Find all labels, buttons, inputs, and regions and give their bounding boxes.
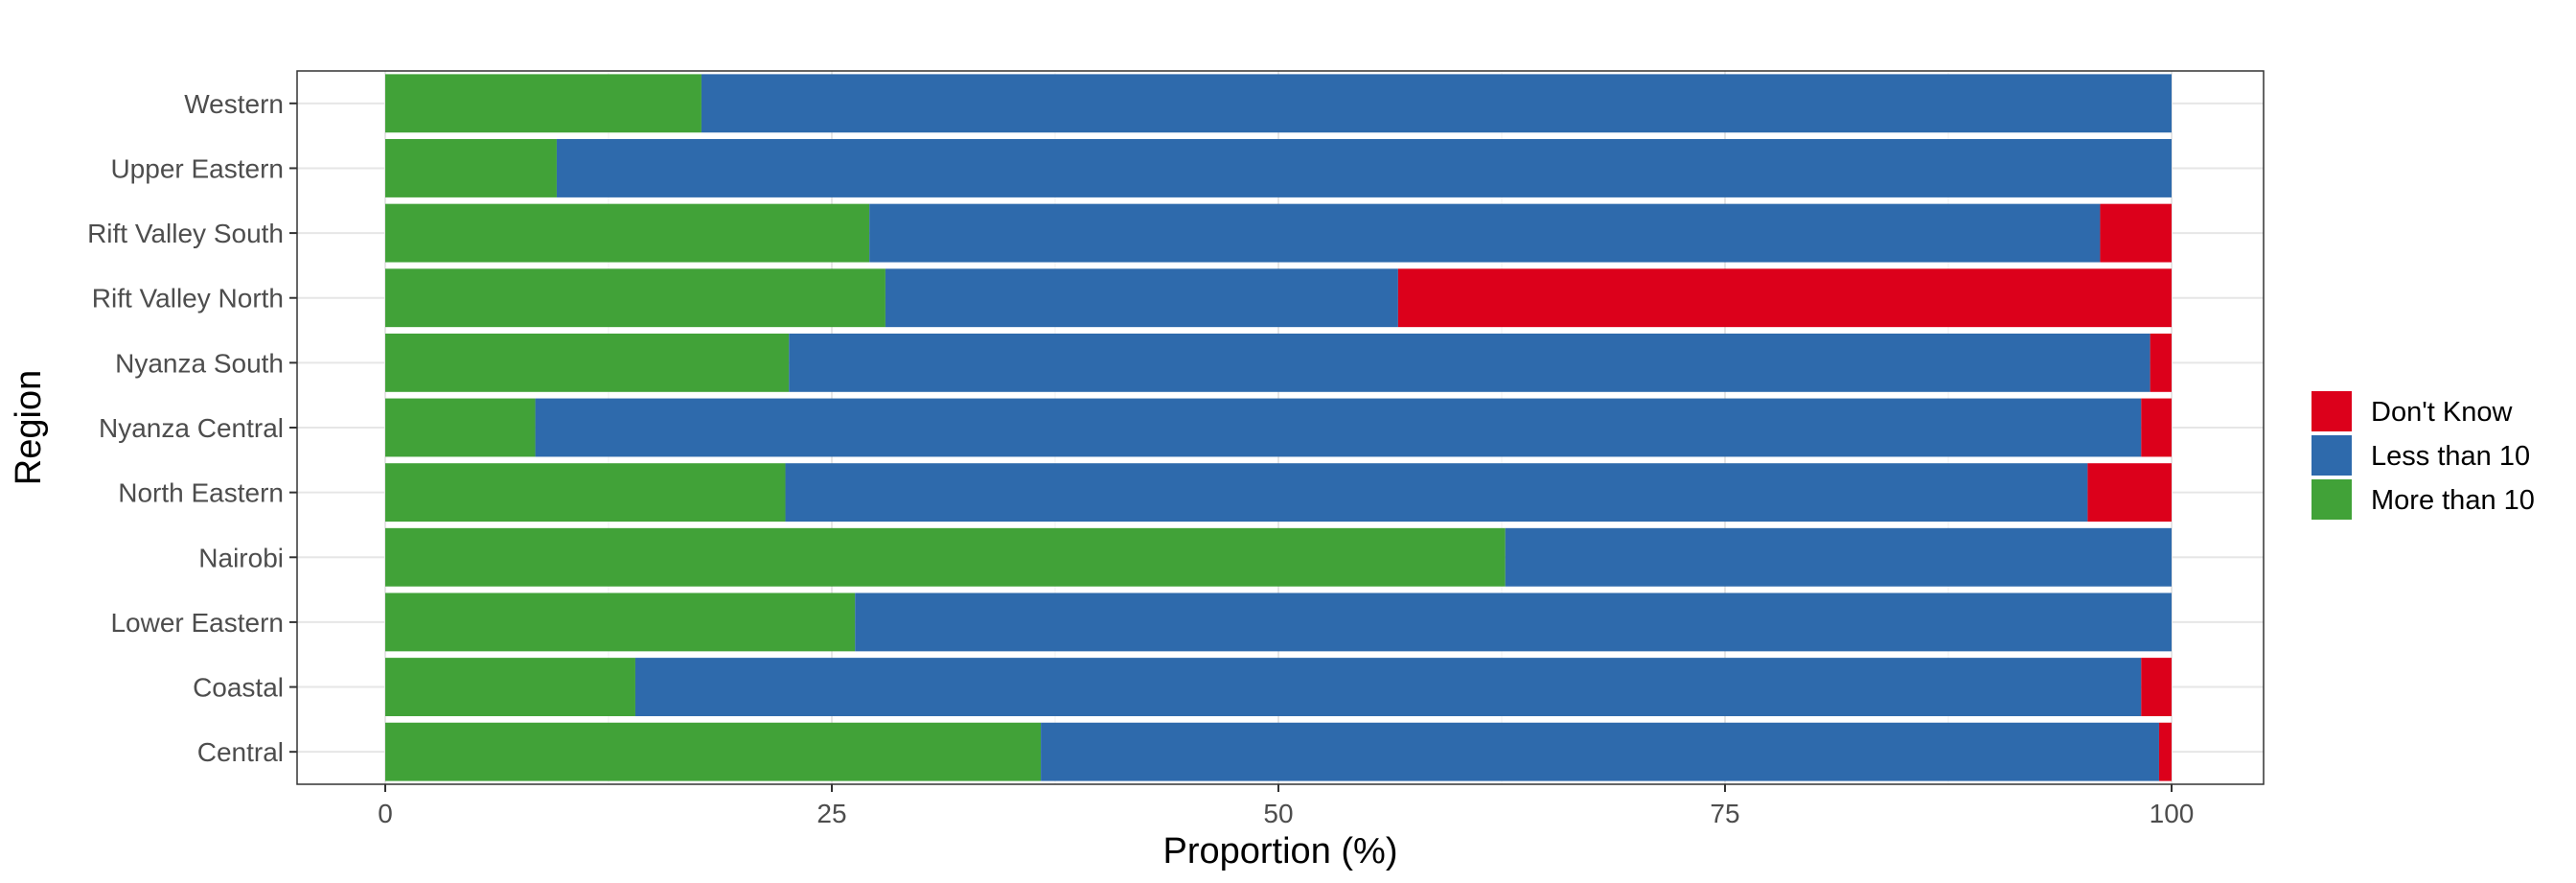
legend-label: Less than 10: [2371, 441, 2530, 472]
y-tick-label: Rift Valley South: [87, 219, 284, 248]
bar-more-than-10-western: [385, 74, 702, 133]
x-tick-label: 0: [378, 799, 393, 828]
y-tick-label: Nyanza South: [115, 348, 284, 378]
x-tick-label: 50: [1263, 799, 1293, 828]
bar-less-than-10-central: [1041, 722, 2159, 781]
bar-less-than-10-coastal: [634, 658, 2142, 716]
bar-don-t-know-north-eastern: [2087, 463, 2172, 523]
legend-key: [2312, 435, 2352, 476]
legend-label: More than 10: [2371, 485, 2535, 516]
x-tick-label: 25: [816, 799, 846, 828]
bar-more-than-10-nairobi: [385, 527, 1506, 587]
bar-more-than-10-nyanza-south: [385, 333, 790, 392]
y-tick-label: Central: [197, 737, 284, 767]
bar-more-than-10-upper-eastern: [385, 139, 557, 198]
bar-don-t-know-rift-valley-north: [1397, 268, 2172, 328]
bar-more-than-10-lower-eastern: [385, 593, 856, 652]
y-tick-label: Rift Valley North: [92, 284, 284, 314]
y-tick-label: Nairobi: [198, 543, 284, 572]
bar-don-t-know-nyanza-south: [2150, 333, 2172, 392]
y-tick-label: Coastal: [193, 673, 284, 703]
x-axis: 0 25 50 75 100: [378, 784, 2194, 828]
bar-more-than-10-central: [385, 722, 1042, 781]
legend-key: [2312, 479, 2352, 520]
y-axis-title: Region: [9, 370, 49, 485]
bar-more-than-10-rift-valley-north: [385, 268, 886, 328]
bar-less-than-10-upper-eastern: [556, 139, 2172, 198]
bar-don-t-know-nyanza-central: [2141, 398, 2172, 457]
bar-more-than-10-coastal: [385, 658, 635, 716]
y-tick-label: North Eastern: [118, 478, 284, 508]
x-axis-title: Proportion (%): [1163, 831, 1398, 871]
legend-label: Don't Know: [2371, 397, 2513, 428]
bar-less-than-10-north-eastern: [785, 463, 2088, 523]
legend-key: [2312, 391, 2352, 431]
bar-more-than-10-nyanza-central: [385, 398, 536, 457]
x-tick-label: 75: [1710, 799, 1739, 828]
x-tick-label: 100: [2150, 799, 2195, 828]
bar-less-than-10-nyanza-central: [535, 398, 2142, 457]
y-tick-label: Western: [184, 89, 284, 119]
bar-less-than-10-nairobi: [1505, 527, 2172, 587]
bars: [385, 74, 2173, 781]
legend: Don't Know Less than 10 More than 10: [2312, 391, 2535, 520]
bar-less-than-10-rift-valley-south: [869, 203, 2101, 263]
bar-less-than-10-nyanza-south: [789, 333, 2150, 392]
y-tick-label: Upper Eastern: [110, 153, 284, 183]
bar-don-t-know-central: [2158, 722, 2172, 781]
y-axis: Western Upper Eastern Rift Valley South Rif…: [87, 89, 297, 767]
bar-more-than-10-north-eastern: [385, 463, 786, 523]
bar-don-t-know-rift-valley-south: [2100, 203, 2172, 263]
bar-less-than-10-western: [701, 74, 2172, 133]
y-tick-label: Nyanza Central: [99, 413, 284, 443]
bar-less-than-10-lower-eastern: [855, 593, 2173, 652]
bar-more-than-10-rift-valley-south: [385, 203, 870, 263]
bar-don-t-know-coastal: [2141, 658, 2172, 716]
bar-less-than-10-rift-valley-north: [885, 268, 1398, 328]
y-tick-label: Lower Eastern: [110, 608, 284, 638]
